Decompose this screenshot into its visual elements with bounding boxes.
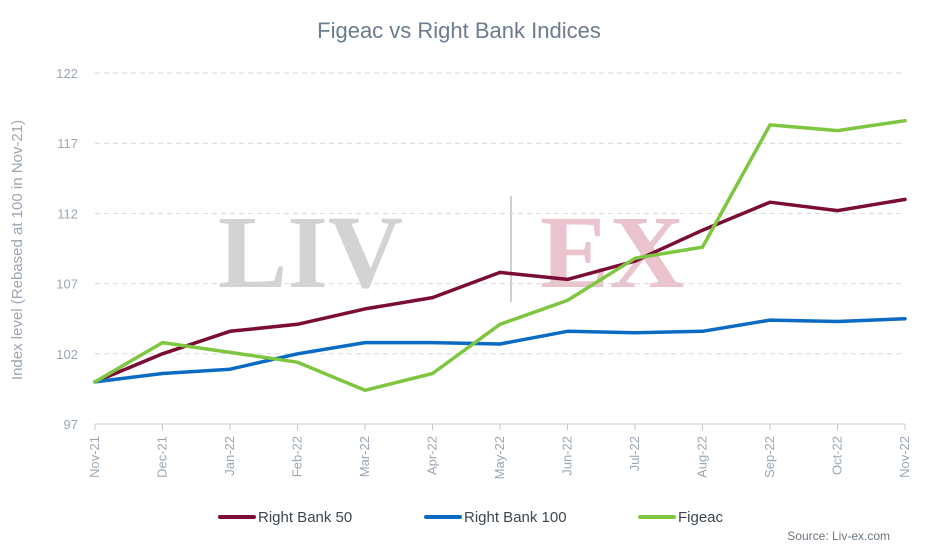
x-tick-label: Sep-22 (762, 436, 777, 478)
x-tick-label: Nov-21 (87, 436, 102, 478)
series-line-right-bank-100 (93, 316, 907, 384)
x-tick-label: Apr-22 (425, 436, 440, 475)
series-lines (93, 118, 907, 393)
x-tick-label: Dec-21 (155, 436, 170, 478)
y-tick-label: 107 (56, 277, 78, 292)
legend-label-right-bank-100: Right Bank 100 (464, 509, 567, 526)
y-axis-ticks: 97 102 107 112 117 122 (56, 66, 78, 432)
x-tick-label: Feb-22 (290, 436, 305, 477)
x-tick-label: May-22 (492, 436, 507, 479)
x-tick-label: Jan-22 (222, 436, 237, 476)
y-tick-label: 122 (56, 66, 78, 81)
x-axis-ticks: Nov-21 Dec-21 Jan-22 Feb-22 Mar-22 Apr-22 May-… (87, 424, 912, 479)
x-tick-label: Nov-22 (897, 436, 912, 478)
series-line-right-bank-50 (93, 197, 907, 384)
watermark-liv: LIV (218, 195, 403, 310)
watermark: LIV EX (218, 195, 684, 310)
y-tick-label: 97 (64, 417, 78, 432)
x-tick-label: Mar-22 (357, 436, 372, 477)
legend: Right Bank 50 Right Bank 100 Figeac (218, 509, 724, 526)
legend-label-right-bank-50: Right Bank 50 (258, 509, 352, 526)
x-tick-label: Jun-22 (560, 436, 575, 476)
series-line-figeac (93, 118, 907, 393)
y-axis-label: Index level (Rebased at 100 in Nov-21) (9, 120, 26, 380)
source-note: Source: Liv-ex.com (787, 529, 890, 543)
chart-title: Figeac vs Right Bank Indices (317, 18, 601, 43)
x-tick-label: Jul-22 (627, 436, 642, 471)
x-tick-label: Aug-22 (695, 436, 710, 478)
x-tick-label: Oct-22 (830, 436, 845, 475)
y-tick-label: 102 (56, 347, 78, 362)
legend-label-figeac: Figeac (678, 509, 724, 526)
y-tick-label: 112 (57, 206, 78, 221)
watermark-divider (510, 196, 512, 302)
y-tick-label: 117 (57, 136, 78, 151)
